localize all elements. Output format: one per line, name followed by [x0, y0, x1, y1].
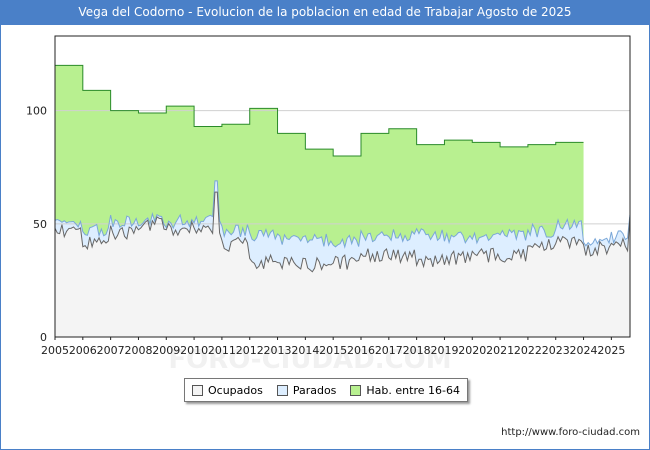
x-tick-label-2025: 2025	[597, 344, 625, 357]
legend: Ocupados Parados Hab. entre 16-64	[184, 378, 468, 402]
legend-item-habitantes: Hab. entre 16-64	[350, 384, 460, 397]
y-tick-label-100: 100	[26, 105, 47, 118]
y-tick-label-50: 50	[33, 218, 47, 231]
legend-swatch-habitantes	[350, 384, 362, 396]
x-tick-label-2007: 2007	[97, 344, 125, 357]
legend-label-parados: Parados	[292, 383, 337, 397]
x-tick-label-2017: 2017	[375, 344, 403, 357]
x-tick-label-2021: 2021	[486, 344, 514, 357]
x-tick-label-2014: 2014	[291, 344, 319, 357]
habitantes-line	[55, 64, 584, 157]
x-tick-label-2006: 2006	[69, 344, 97, 357]
x-tick-label-2022: 2022	[514, 344, 542, 357]
legend-swatch-parados	[276, 384, 288, 396]
x-tick-label-2011: 2011	[208, 344, 236, 357]
legend-item-parados: Parados	[276, 383, 337, 397]
legend-label-habitantes: Hab. entre 16-64	[366, 383, 460, 397]
x-tick-label-2005: 2005	[41, 344, 69, 357]
x-tick-label-2008: 2008	[124, 344, 152, 357]
y-tick-label-0: 0	[40, 331, 47, 344]
x-tick-label-2024: 2024	[570, 344, 598, 357]
x-tick-label-2019: 2019	[430, 344, 458, 357]
x-tick-label-2015: 2015	[319, 344, 347, 357]
x-tick-label-2010: 2010	[180, 344, 208, 357]
legend-item-ocupados: Ocupados	[191, 383, 263, 397]
ocupados-area	[55, 192, 630, 337]
x-tick-label-2020: 2020	[458, 344, 486, 357]
ocupados-line	[54, 191, 631, 273]
x-tick-label-2016: 2016	[347, 344, 375, 357]
watermark-text: FORO-CIUDAD.COM	[168, 345, 451, 375]
legend-label-ocupados: Ocupados	[207, 383, 263, 397]
plot-border	[54, 35, 631, 338]
x-tick-label-2023: 2023	[542, 344, 570, 357]
x-tick-label-2018: 2018	[403, 344, 431, 357]
x-tick-label-2012: 2012	[236, 344, 264, 357]
chart-title: Vega del Codorno - Evolucion de la pobla…	[0, 0, 650, 24]
x-tick-label-2013: 2013	[264, 344, 292, 357]
watermark: FORO-CIUDAD.COM	[168, 345, 451, 375]
x-tick-label-2009: 2009	[152, 344, 180, 357]
legend-swatch-ocupados	[191, 384, 203, 396]
parados-line	[54, 180, 631, 249]
source-url: http://www.foro-ciudad.com	[501, 427, 640, 438]
